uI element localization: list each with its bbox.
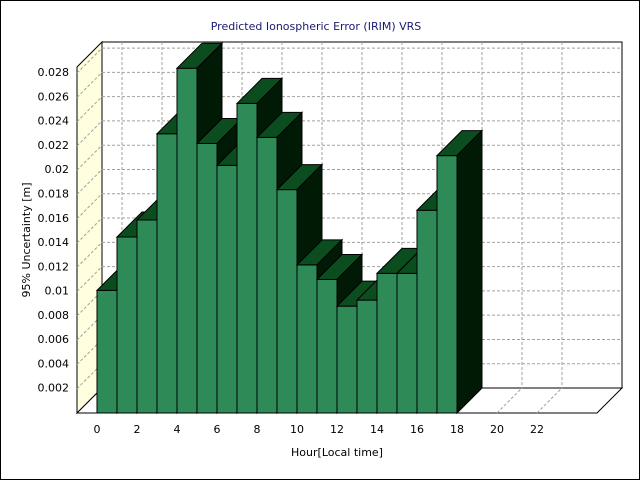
y-tick-label: 0.008 [38, 309, 70, 322]
bar [416, 209, 438, 414]
y-tick-label: 0.026 [38, 90, 70, 103]
grid-line [76, 314, 103, 341]
grid-line [76, 363, 103, 390]
y-tick-label: 0.002 [38, 382, 70, 395]
bar-side [456, 129, 483, 415]
bar [356, 299, 378, 414]
x-tick-label: 20 [490, 423, 504, 436]
bar [376, 272, 398, 414]
x-tick-label: 2 [134, 423, 141, 436]
grid-line [76, 169, 103, 195]
y-tick-label: 0.018 [38, 187, 70, 200]
y-tick-label: 0.024 [38, 115, 70, 128]
y-tick-label: 0.028 [38, 66, 70, 79]
x-tick-label: 8 [254, 423, 261, 436]
x-axis-label: Hour[Local time] [291, 446, 383, 459]
y-tick-label: 0.02 [45, 163, 70, 176]
x-tick-label: 16 [410, 423, 424, 436]
grid-line [76, 241, 103, 268]
bar [316, 278, 338, 414]
bar [116, 236, 138, 414]
grid-line [76, 120, 103, 147]
grid-line [76, 71, 103, 98]
grid-line [76, 266, 103, 292]
y-tick-label: 0.016 [38, 212, 70, 225]
x-tick-label: 18 [450, 423, 464, 436]
chart-title: Predicted Ionospheric Error (IRIM) VRS [211, 20, 422, 33]
y-tick-label: 0.012 [38, 260, 70, 273]
x-tick-label: 22 [530, 423, 544, 436]
x-tick-label: 6 [214, 423, 221, 436]
bar [196, 142, 218, 414]
x-tick-label: 14 [370, 423, 384, 436]
y-tick-label: 0.006 [38, 333, 70, 346]
bar [176, 67, 198, 414]
grid-line [76, 193, 103, 220]
bar [216, 164, 238, 414]
bar [96, 289, 118, 414]
bar [156, 133, 178, 414]
grid-line [76, 47, 103, 74]
x-tick-label: 0 [94, 423, 101, 436]
bar [256, 136, 278, 414]
y-tick-label: 0.014 [38, 236, 70, 249]
grid-line [76, 339, 103, 365]
x-tick-label: 10 [290, 423, 304, 436]
bar [236, 102, 258, 414]
bar [136, 219, 158, 414]
y-axis-label: 95% Uncertainty [m] [20, 182, 33, 297]
grid-line [76, 144, 103, 171]
y-tick-label: 0.004 [38, 357, 70, 370]
x-tick-label: 12 [330, 423, 344, 436]
x-tick-label: 4 [174, 423, 181, 436]
bar [396, 272, 418, 414]
grid-line [76, 96, 103, 122]
bar [436, 155, 458, 414]
y-tick-label: 0.022 [38, 139, 70, 152]
grid-line [536, 387, 563, 414]
bar [276, 189, 298, 414]
grid-line [76, 290, 103, 317]
grid-line [496, 387, 523, 414]
y-tick-label: 0.01 [45, 285, 70, 298]
bar [296, 264, 318, 414]
grid-line [76, 217, 103, 244]
bar [336, 305, 358, 414]
